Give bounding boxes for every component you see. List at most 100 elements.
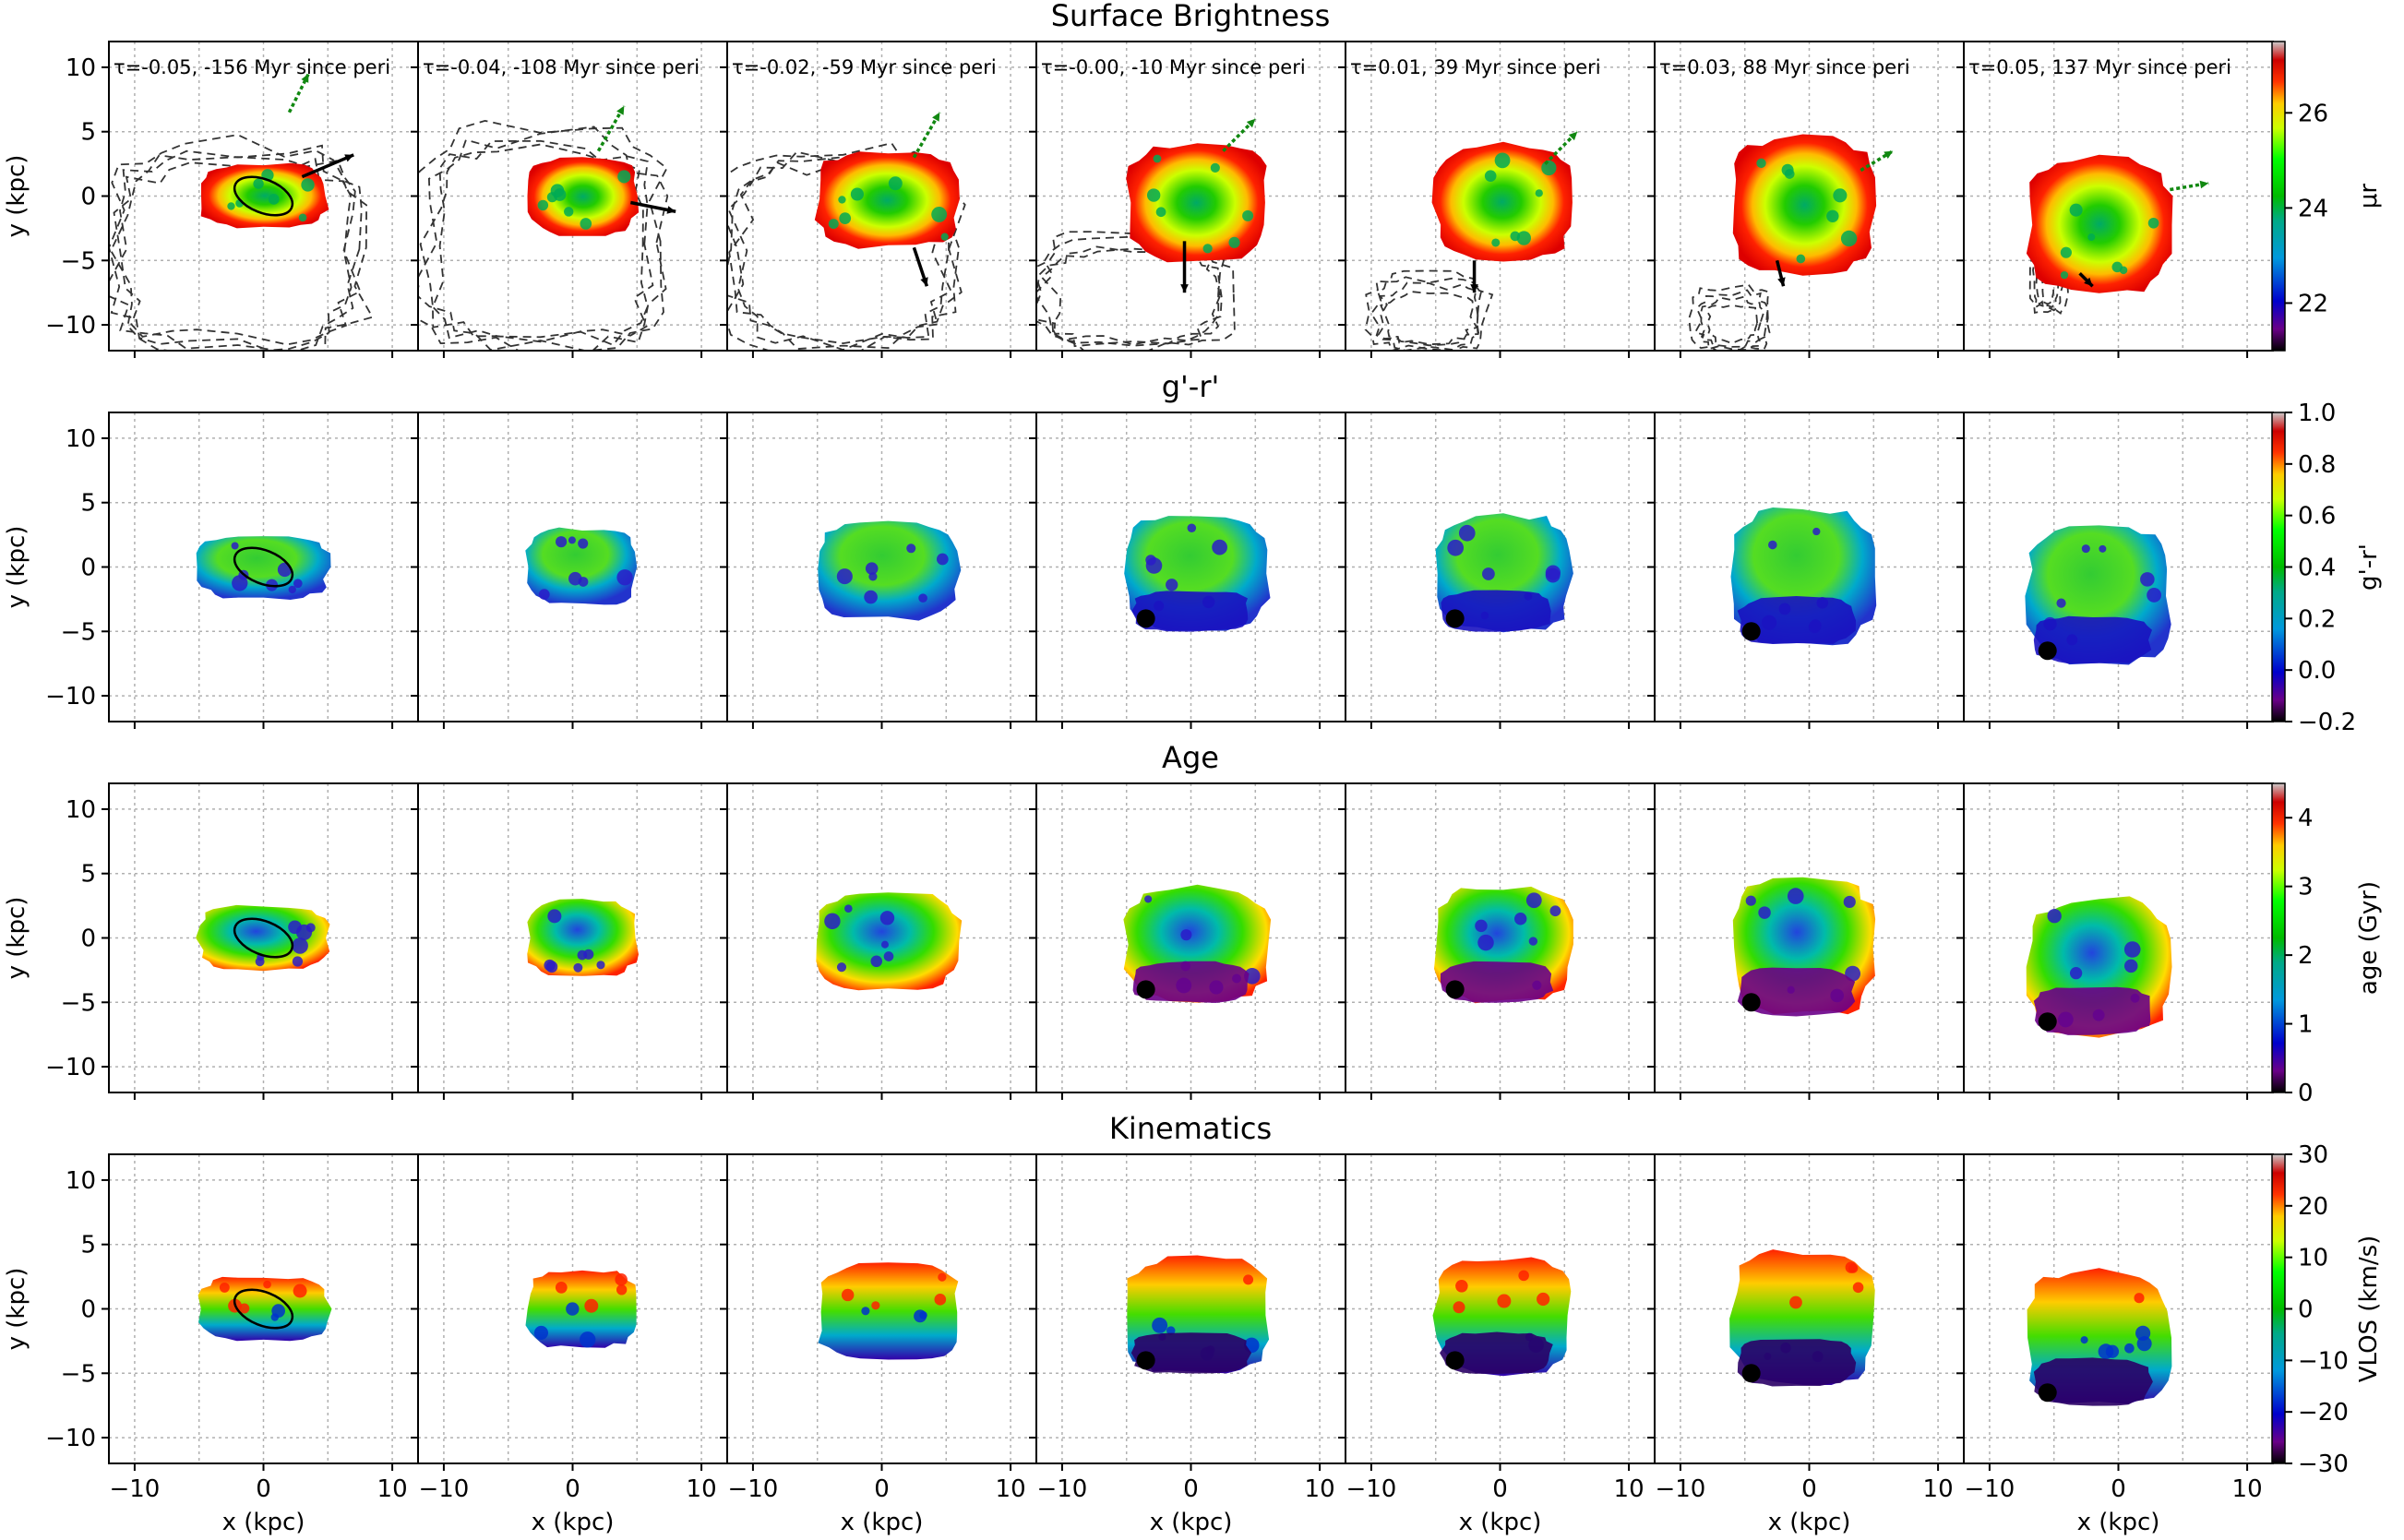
contour-line [1036, 245, 1222, 348]
map-knot [865, 562, 879, 575]
colorbar-tick-label: 0.4 [2298, 555, 2336, 582]
map-low-region [1130, 1332, 1252, 1374]
y-tick-label: −10 [45, 312, 96, 340]
colorbar-bar [2271, 1153, 2286, 1464]
colorbar-tick-label: 1.0 [2298, 400, 2336, 427]
map-knot [1756, 158, 1766, 169]
colorbar-tick-label: 10 [2298, 1245, 2328, 1272]
map-knot [547, 909, 562, 924]
map-knot [1787, 888, 1804, 904]
x-tick-label: −10 [1964, 1475, 2015, 1503]
map-knot [1541, 160, 1557, 176]
panel-title: τ=-0.02, -59 Myr since peri [732, 56, 997, 78]
y-axis-label: y (kpc) [3, 1268, 30, 1351]
colorbar-tick-label: 26 [2298, 100, 2328, 127]
map-knot [1812, 527, 1821, 536]
map-knot [617, 170, 631, 184]
map-knot [580, 1331, 596, 1348]
y-tick-label: 5 [80, 861, 96, 889]
map-knot [1453, 1301, 1465, 1314]
x-axis-label: x (kpc) [1459, 1509, 1542, 1536]
map-knot [1518, 1270, 1529, 1282]
panel-age-5 [1338, 782, 1656, 1100]
map-knot [1840, 230, 1858, 247]
map-knot [263, 1280, 271, 1289]
contour-line [418, 119, 668, 351]
aperture-ellipse [233, 175, 294, 217]
map-knot [2069, 203, 2083, 217]
map-knot [1852, 1282, 1864, 1294]
panel-age-2 [411, 782, 728, 1100]
y-tick-label: 0 [80, 555, 96, 582]
y-tick-label: −5 [61, 1360, 96, 1388]
panel-kin-1: −10 0 10 x (kpc) 10 5 0 −5 −10 y (kpc) [3, 1153, 419, 1536]
y-tick-label: 0 [80, 925, 96, 953]
green-arrow-head [1568, 131, 1578, 141]
map-dark-spot [1445, 1351, 1465, 1370]
contour-line [113, 158, 362, 346]
x-tick-label: 10 [1923, 1475, 1954, 1503]
map-knot [861, 1307, 870, 1316]
contour-line [2035, 257, 2060, 309]
colorbar-bar [2271, 41, 2286, 352]
contour-line [110, 154, 356, 351]
map-knot [584, 1298, 599, 1313]
map-low-region [2033, 615, 2152, 664]
x-tick-label: 0 [256, 1475, 271, 1503]
map-knot [268, 193, 280, 205]
map-knot [2060, 246, 2072, 258]
map-knot [2123, 941, 2141, 958]
map-knot [1228, 236, 1240, 248]
galaxy-map [527, 899, 639, 976]
galaxy-map [814, 151, 960, 249]
row-title: Kinematics [1109, 1111, 1272, 1146]
map-knot [1513, 913, 1527, 925]
green-arrow-shaft [912, 111, 941, 159]
map-knot [1843, 895, 1856, 909]
colorbar-tick-label: −10 [2298, 1347, 2349, 1375]
map-low-region [1737, 596, 1857, 644]
map-knot [1484, 170, 1497, 182]
map-knot [292, 937, 308, 954]
green-arrow-shaft [1222, 117, 1257, 152]
map-knot [888, 176, 903, 191]
black-arrow-shaft [301, 153, 354, 179]
colorbar-bar [2271, 782, 2286, 1093]
map-low-region [1132, 961, 1250, 1003]
map-knot [870, 955, 883, 968]
row-title: Surface Brightness [1051, 0, 1331, 33]
panel-age-1: 10 5 0 −5 −10 y (kpc) [3, 782, 419, 1100]
panel-kin-7: −10 0 10 x (kpc) [1956, 1153, 2274, 1536]
map-knot [1494, 152, 1511, 169]
map-knot [568, 536, 576, 544]
x-axis-label: x (kpc) [1150, 1509, 1233, 1536]
map-knot [292, 956, 304, 967]
colorbar-label: VLOS (km/s) [2355, 1236, 2383, 1383]
map-knot [578, 538, 589, 549]
map-knot [914, 1309, 927, 1323]
map-knot [1244, 968, 1261, 985]
panel-age-4 [1029, 782, 1346, 1100]
y-tick-label: 10 [66, 54, 96, 82]
black-arrow-head [666, 206, 676, 214]
map-knot [2087, 233, 2096, 242]
map-knot [2060, 270, 2069, 280]
galaxy-map [1126, 143, 1267, 263]
galaxy-map [1431, 141, 1573, 262]
map-knot [864, 590, 878, 604]
panel-sb-4: τ=-0.00, -10 Myr since peri [1029, 41, 1346, 358]
y-tick-label: −10 [45, 1054, 96, 1081]
x-axis-label: x (kpc) [841, 1509, 924, 1536]
colorbar-tick-label: 0.8 [2298, 451, 2336, 479]
black-arrow-head [1180, 284, 1189, 293]
map-low-region [1737, 1339, 1857, 1387]
colorbar-tick-label: 3 [2298, 874, 2314, 901]
x-tick-label: 0 [874, 1475, 890, 1503]
map-knot [227, 202, 235, 210]
map-knot [1845, 1261, 1858, 1273]
map-knot [573, 962, 583, 973]
panel-sb-3: τ=-0.02, -59 Myr since peri [720, 41, 1037, 358]
panel-gr-5 [1338, 412, 1656, 729]
colorbar-age: 4 3 2 1 0 age (Gyr) [2271, 782, 2383, 1107]
panel-age-7 [1956, 782, 2274, 1100]
